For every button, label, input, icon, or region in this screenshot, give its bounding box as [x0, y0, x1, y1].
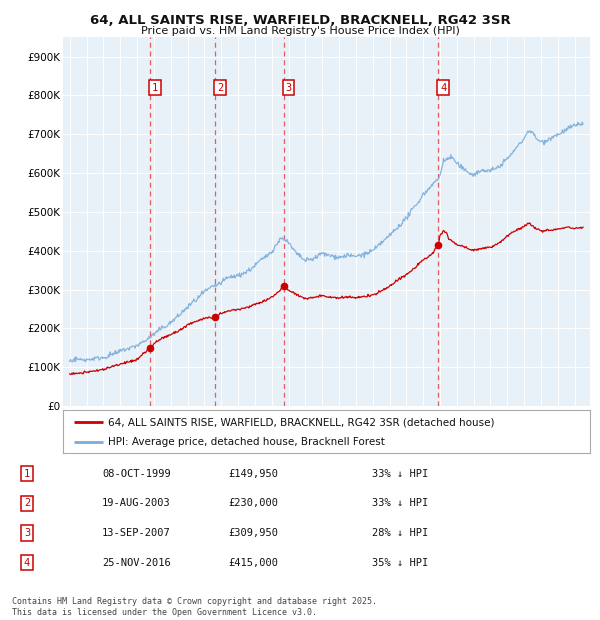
- Text: £415,000: £415,000: [228, 558, 278, 568]
- Text: Price paid vs. HM Land Registry's House Price Index (HPI): Price paid vs. HM Land Registry's House …: [140, 26, 460, 36]
- Text: 19-AUG-2003: 19-AUG-2003: [102, 498, 171, 508]
- Text: 4: 4: [24, 558, 30, 568]
- Text: 25-NOV-2016: 25-NOV-2016: [102, 558, 171, 568]
- Text: 33% ↓ HPI: 33% ↓ HPI: [372, 498, 428, 508]
- Text: 64, ALL SAINTS RISE, WARFIELD, BRACKNELL, RG42 3SR: 64, ALL SAINTS RISE, WARFIELD, BRACKNELL…: [89, 14, 511, 27]
- Text: £149,950: £149,950: [228, 469, 278, 479]
- Text: 35% ↓ HPI: 35% ↓ HPI: [372, 558, 428, 568]
- Text: 4: 4: [440, 82, 446, 92]
- Text: 64, ALL SAINTS RISE, WARFIELD, BRACKNELL, RG42 3SR (detached house): 64, ALL SAINTS RISE, WARFIELD, BRACKNELL…: [108, 417, 494, 427]
- Text: 1: 1: [152, 82, 158, 92]
- Text: 08-OCT-1999: 08-OCT-1999: [102, 469, 171, 479]
- Text: £309,950: £309,950: [228, 528, 278, 538]
- Text: £230,000: £230,000: [228, 498, 278, 508]
- Text: 3: 3: [285, 82, 292, 92]
- Text: 13-SEP-2007: 13-SEP-2007: [102, 528, 171, 538]
- Text: 2: 2: [217, 82, 223, 92]
- Text: 28% ↓ HPI: 28% ↓ HPI: [372, 528, 428, 538]
- Text: 2: 2: [24, 498, 30, 508]
- Text: Contains HM Land Registry data © Crown copyright and database right 2025.
This d: Contains HM Land Registry data © Crown c…: [12, 598, 377, 617]
- Text: 3: 3: [24, 528, 30, 538]
- Text: 1: 1: [24, 469, 30, 479]
- Text: HPI: Average price, detached house, Bracknell Forest: HPI: Average price, detached house, Brac…: [108, 437, 385, 447]
- Text: 33% ↓ HPI: 33% ↓ HPI: [372, 469, 428, 479]
